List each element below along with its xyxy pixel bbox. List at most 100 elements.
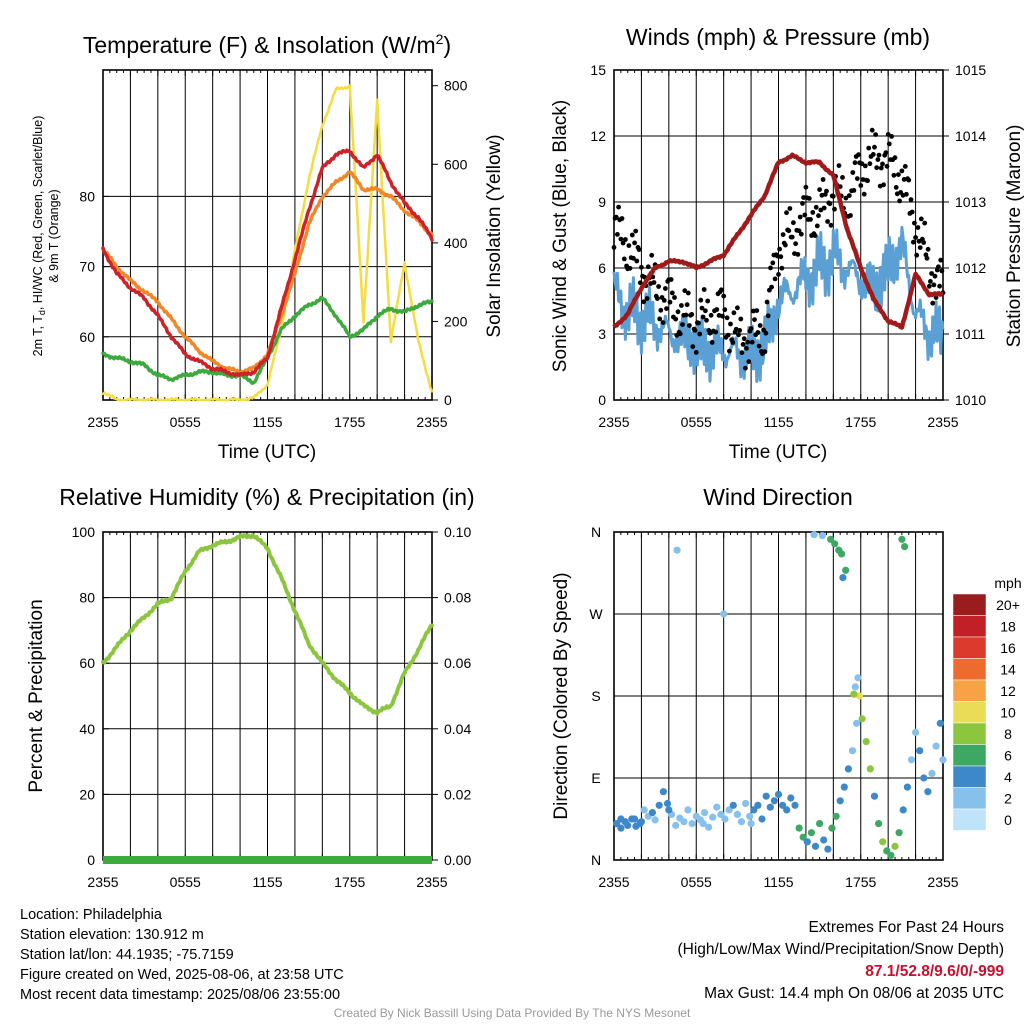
wind-gust-point	[696, 320, 701, 326]
rh-series-relative-humidity	[101, 533, 434, 716]
wind-ytick-label: 0	[598, 392, 606, 408]
dir-scatter-point	[891, 842, 899, 850]
wind-gust-point	[735, 305, 740, 311]
dir-scatter-point	[737, 818, 746, 826]
temp-panel-ylabel-line2: & 9m T (Orange)	[47, 189, 61, 282]
wind-gust-point	[707, 330, 713, 336]
wind-gust-point	[800, 201, 805, 206]
dir-scatter-point	[758, 815, 766, 823]
dir-scatter-point	[713, 803, 721, 811]
dir-scatter-point	[617, 824, 625, 832]
rh-y2tick-label: 0.00	[444, 852, 471, 868]
dir-scatter-point	[750, 806, 758, 814]
wind-gust-point	[893, 185, 899, 190]
dir-scatter-point	[640, 806, 648, 814]
wind-plot-area: 0 3 6 9 12 15 1010 1011 1012 1013 1014 1015 2355 0555…	[590, 62, 986, 430]
wind-gust-point	[699, 305, 705, 311]
wind-gust-point	[848, 213, 853, 218]
wind-gust-point	[689, 312, 695, 317]
dir-scatter-point	[699, 820, 707, 828]
wind-gust-point	[912, 220, 917, 226]
wind-y2tick-label: 1010	[955, 392, 986, 408]
wind-gust-point	[677, 331, 683, 337]
wind-gust-point	[727, 348, 732, 354]
wind-gust-point	[657, 316, 663, 322]
dir-scatter-point	[840, 783, 848, 791]
wind-gust-point	[725, 332, 731, 338]
wind-gust-point	[931, 282, 937, 288]
wind-gust-point	[909, 209, 915, 215]
dir-scatter-point	[746, 812, 754, 820]
wind-gust-point	[914, 252, 920, 258]
wind-gust-point	[616, 204, 621, 210]
rh-y2tick-label: 0.02	[444, 786, 471, 802]
rh-xtick-label: 2355	[416, 874, 447, 890]
temp-ytick-label: 60	[79, 329, 95, 345]
colorbar-swatch	[952, 765, 987, 788]
dir-ytick-label: E	[591, 770, 600, 786]
wind-gust-point	[908, 197, 914, 203]
wind-gust-point	[713, 329, 719, 335]
wind-gust-point	[611, 245, 617, 250]
wind-gust-point	[902, 164, 908, 169]
rh-ytick-label: 80	[79, 590, 95, 606]
dir-scatter-point	[824, 845, 832, 853]
dir-scatter-point	[799, 833, 807, 841]
colorbar-title: mph	[994, 575, 1021, 591]
dir-scatter-point	[851, 683, 859, 691]
wind-ytick-label: 3	[598, 326, 606, 342]
station-latlon: Station lat/lon: 44.1935; -75.7159	[20, 947, 234, 963]
temp-y2tick-label: 800	[444, 78, 468, 94]
dir-scatter-point	[637, 818, 646, 826]
wind-gust-point	[656, 284, 661, 289]
wind-gust-point	[856, 152, 861, 158]
wind-gust-point	[721, 293, 727, 299]
wind-gust-point	[736, 332, 741, 338]
dir-xtick-label: 1755	[845, 874, 876, 890]
wind-gust-point	[796, 228, 802, 234]
wind-series-station-pressure	[612, 152, 944, 330]
wind-gust-point	[917, 245, 923, 251]
dir-scatter-point	[862, 738, 870, 746]
wind-gust-point	[668, 277, 674, 282]
dir-scatter-point	[754, 801, 762, 809]
wind-gust-point	[673, 316, 679, 322]
wind-gust-point	[876, 152, 882, 158]
dir-scatter-point	[901, 543, 909, 551]
wind-gust-point	[649, 252, 655, 258]
rh-panel-ylabel: Percent & Precipitation	[26, 599, 47, 792]
wind-gust-point	[910, 239, 916, 245]
wind-gust-point	[918, 216, 924, 222]
dir-scatter-point	[729, 801, 737, 809]
dir-xtick-label: 1155	[763, 874, 793, 890]
recent-timestamp: Most recent data timestamp: 2025/08/06 2…	[20, 987, 341, 1003]
dir-scatter-point	[787, 794, 795, 802]
wind-xtick-label: 0555	[681, 414, 712, 430]
dir-scatter-point	[811, 842, 820, 850]
rh-y2tick-label: 0.10	[444, 524, 471, 540]
dir-scatter-point	[810, 531, 818, 539]
wind-gust-point	[749, 339, 755, 345]
dir-scatter-point	[684, 806, 692, 814]
dir-scatter-point	[855, 692, 864, 700]
dir-scatter-point	[848, 747, 857, 755]
wind-gust-point	[874, 165, 880, 171]
rh-xtick-label: 1155	[252, 874, 282, 890]
rh-ytick-label: 20	[79, 786, 95, 802]
wind-gust-point	[932, 273, 938, 279]
dir-scatter-point	[850, 690, 858, 698]
wind-series-sonic-wind	[612, 225, 945, 383]
wind-gust-point	[741, 336, 747, 342]
dir-scatter-point	[783, 806, 791, 814]
colorbar-label: 6	[1004, 748, 1012, 764]
wind-gust-point	[684, 302, 690, 308]
colorbar-label: 16	[1000, 640, 1016, 656]
wind-gust-point	[740, 342, 746, 347]
wind-gust-point	[621, 256, 627, 262]
wind-gust-point	[922, 220, 928, 226]
wind-gust-point	[669, 290, 675, 296]
wind-xtick-label: 2355	[927, 414, 958, 430]
wind-gust-point	[764, 299, 770, 305]
wind-gust-point	[777, 246, 782, 252]
temp-ytick-label: 80	[79, 188, 95, 204]
